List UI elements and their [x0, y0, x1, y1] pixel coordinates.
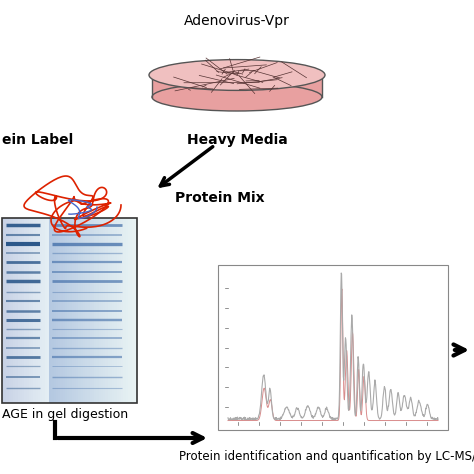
Bar [61, 218, 63, 403]
Bar [67, 218, 70, 403]
Text: AGE in gel digestion: AGE in gel digestion [2, 408, 128, 421]
Bar [119, 218, 121, 403]
Bar [65, 218, 67, 403]
Bar [130, 218, 133, 403]
Bar [7, 218, 9, 403]
Bar [22, 218, 25, 403]
Bar [40, 218, 43, 403]
Bar [43, 218, 45, 403]
Bar [85, 218, 88, 403]
Bar [106, 218, 108, 403]
Bar [112, 218, 115, 403]
Bar [90, 218, 92, 403]
Bar [31, 218, 34, 403]
Bar [99, 218, 101, 403]
Ellipse shape [149, 60, 325, 91]
Bar [63, 218, 65, 403]
Bar [121, 218, 124, 403]
Ellipse shape [152, 83, 322, 111]
Bar [117, 218, 119, 403]
Bar [108, 218, 110, 403]
Bar [29, 218, 31, 403]
Bar [2, 218, 137, 403]
Bar [70, 218, 72, 403]
Bar [13, 218, 16, 403]
Bar [124, 218, 126, 403]
Text: Protein Mix: Protein Mix [175, 191, 264, 205]
Bar [218, 265, 448, 430]
Text: Adenovirus-Vpr: Adenovirus-Vpr [184, 14, 290, 28]
Bar [54, 218, 56, 403]
Bar [4, 218, 7, 403]
Bar [11, 218, 13, 403]
Bar [97, 218, 99, 403]
Bar [56, 218, 58, 403]
Bar [94, 218, 97, 403]
Bar [47, 218, 49, 403]
Bar [20, 218, 22, 403]
Bar [18, 218, 20, 403]
Bar [45, 218, 47, 403]
Bar [9, 218, 11, 403]
Bar [76, 218, 79, 403]
Bar [135, 218, 137, 403]
Bar [49, 218, 52, 403]
Bar [88, 218, 90, 403]
Bar [72, 218, 74, 403]
Bar [133, 218, 135, 403]
Bar [128, 218, 130, 403]
Bar [58, 218, 61, 403]
Text: ein Label: ein Label [2, 133, 73, 147]
Bar [83, 218, 85, 403]
Bar [34, 218, 36, 403]
Bar [2, 218, 4, 403]
Bar [92, 218, 94, 403]
Bar [25, 218, 27, 403]
Bar [38, 218, 40, 403]
Bar [101, 218, 103, 403]
Bar [74, 218, 76, 403]
Polygon shape [152, 75, 322, 97]
Bar [52, 218, 54, 403]
Bar [115, 218, 117, 403]
Bar [126, 218, 128, 403]
Text: Heavy Media: Heavy Media [187, 133, 287, 147]
Bar [110, 218, 112, 403]
Bar [16, 218, 18, 403]
Bar [27, 218, 29, 403]
Bar [81, 218, 83, 403]
Bar [103, 218, 106, 403]
Text: Protein identification and quantification by LC-MS/M: Protein identification and quantificatio… [180, 450, 474, 463]
Bar [79, 218, 81, 403]
Bar [36, 218, 38, 403]
